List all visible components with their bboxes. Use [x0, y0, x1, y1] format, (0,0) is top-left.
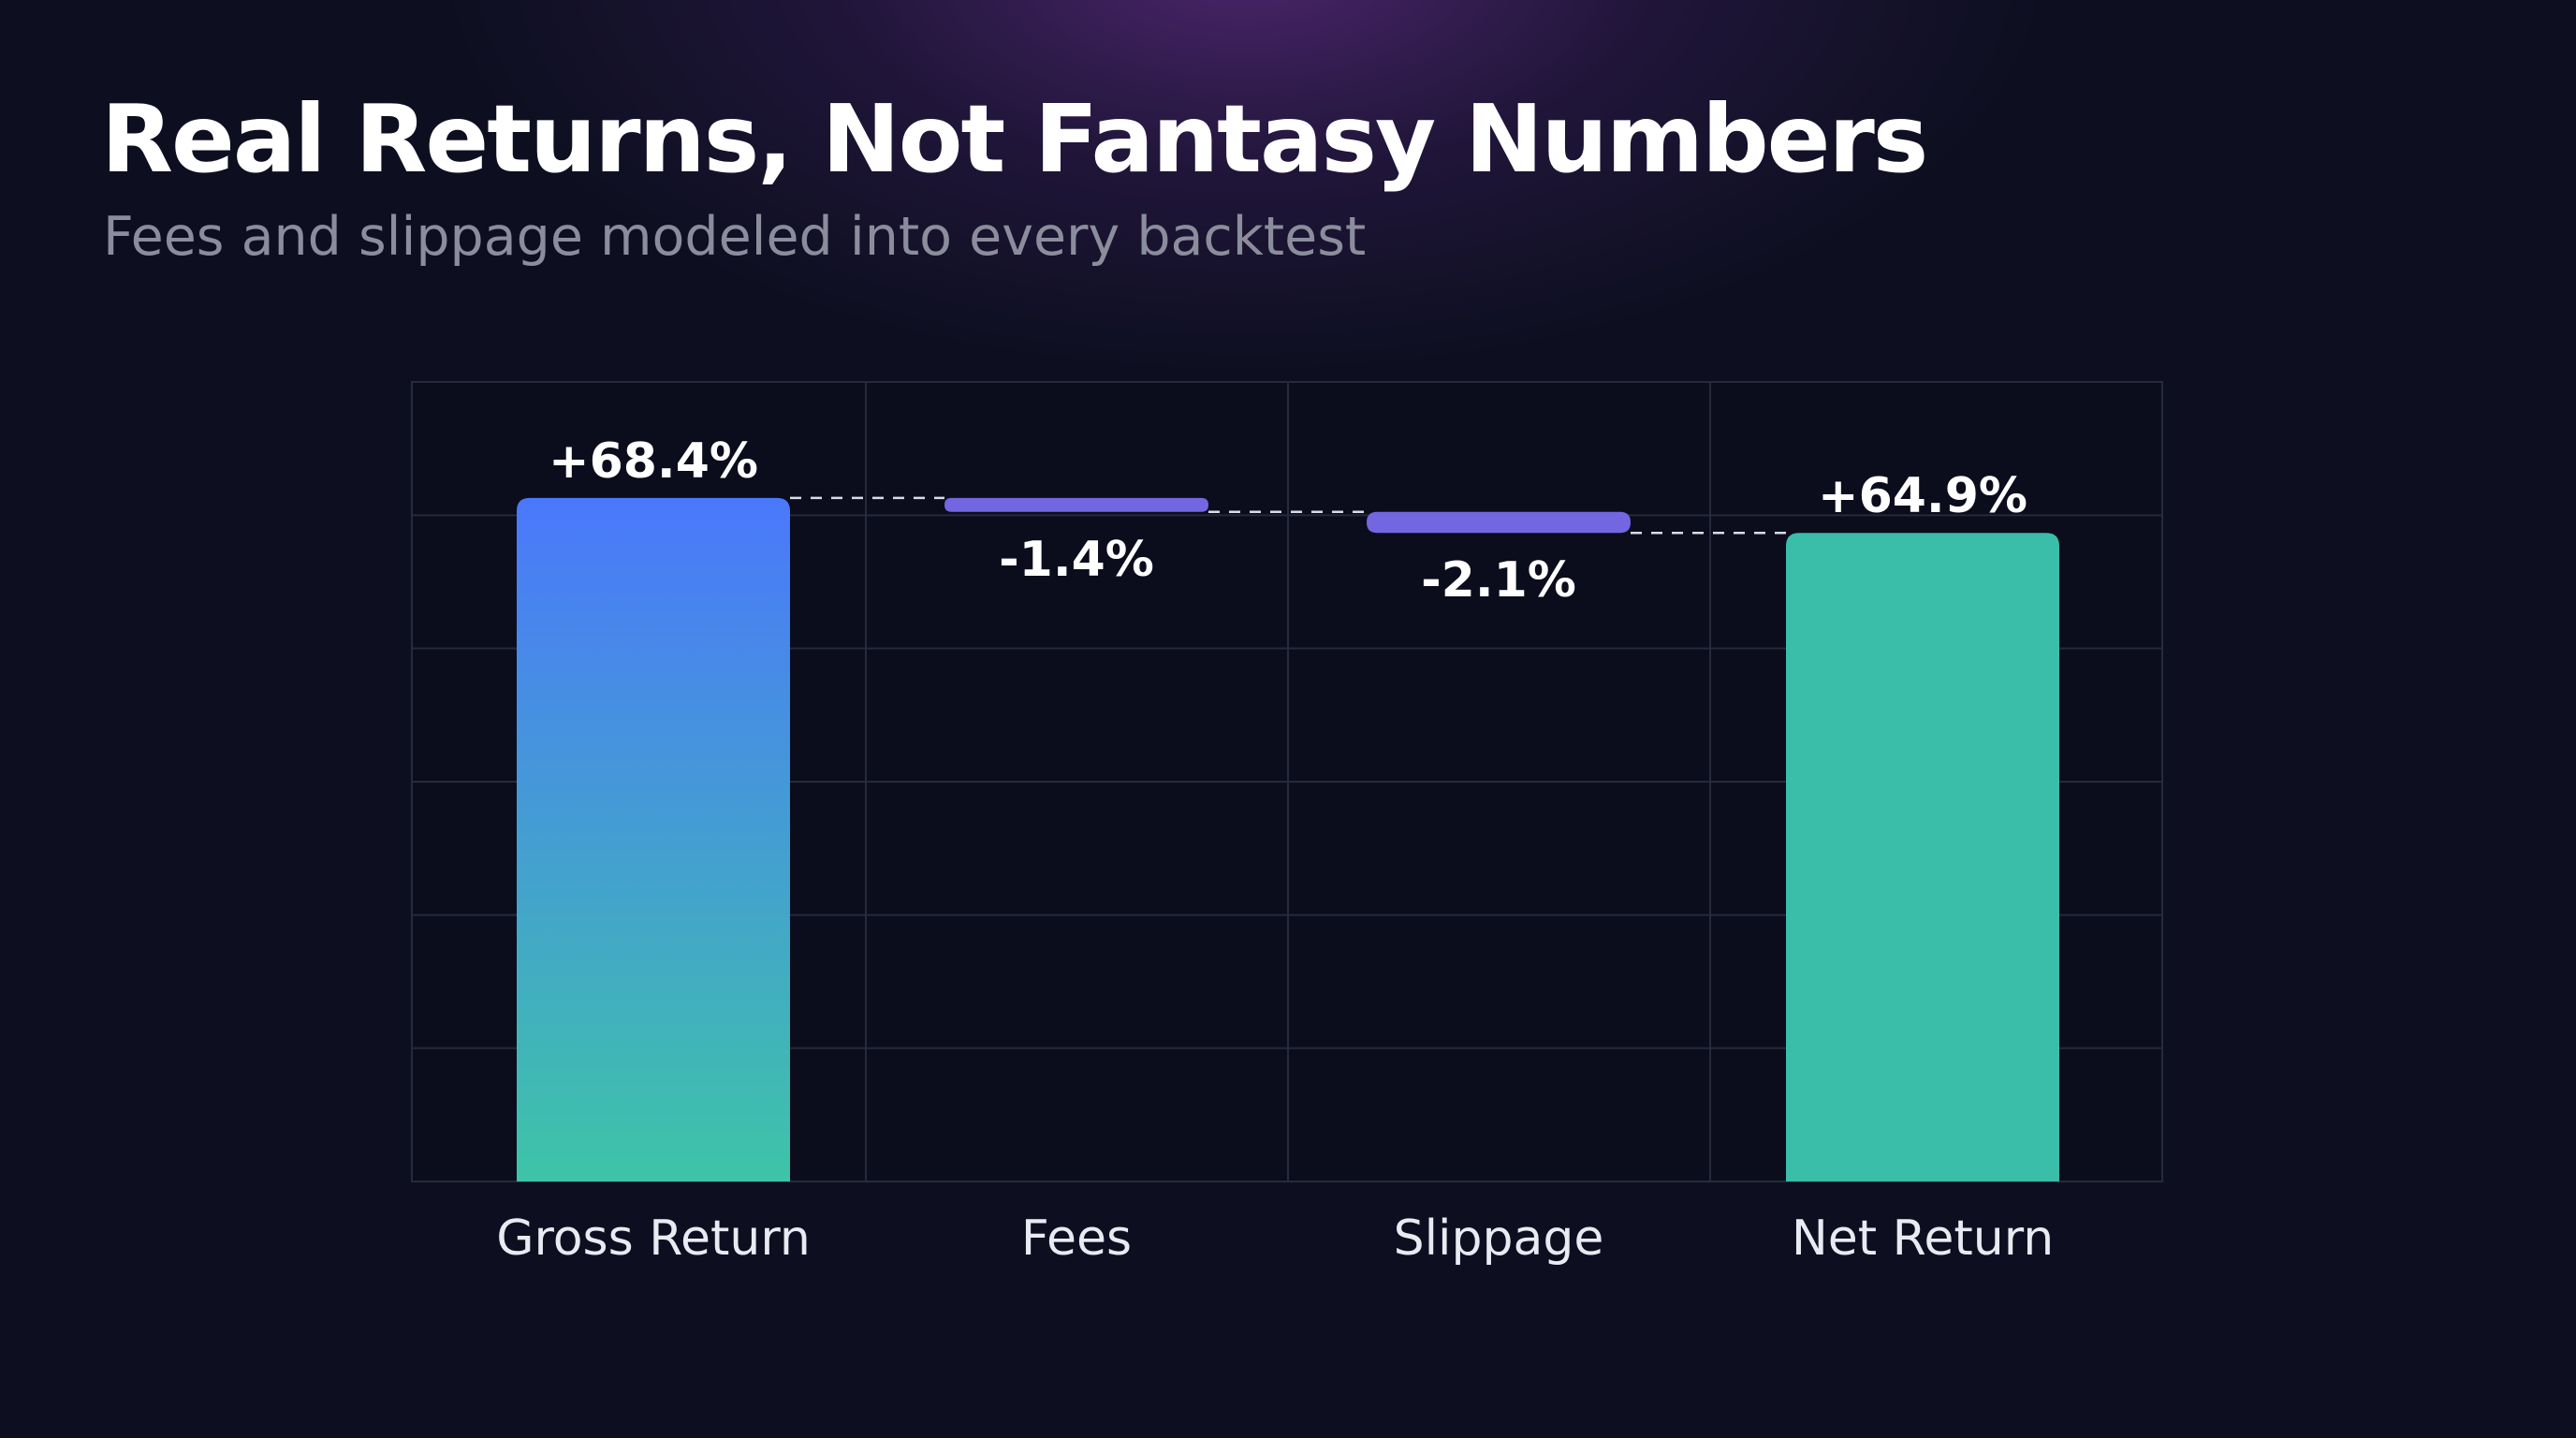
category-label-slippage: Slippage — [1394, 1211, 1604, 1267]
bar-fees — [944, 497, 1208, 512]
category-label-gross-return: Gross Return — [496, 1211, 811, 1267]
bar-net-return — [1786, 533, 2059, 1181]
category-label-fees: Fees — [1021, 1211, 1132, 1267]
bar-slippage — [1367, 511, 1631, 534]
value-labels: +68.4% -1.4% -2.1% +64.9% — [549, 433, 2027, 609]
value-label-slippage: -2.1% — [1421, 552, 1576, 609]
category-label-net-return: Net Return — [1792, 1211, 2054, 1267]
value-label-fees: -1.4% — [999, 532, 1154, 588]
page-title: Real Returns, Not Fantasy Numbers — [101, 84, 1928, 194]
value-label-net-return: +64.9% — [1818, 468, 2027, 524]
connector-lines — [790, 496, 1786, 535]
value-label-gross-return: +68.4% — [549, 433, 758, 490]
category-labels: Gross Return Fees Slippage Net Return — [496, 1211, 2054, 1267]
bar-gross-return — [517, 497, 790, 1181]
bars — [517, 497, 2059, 1181]
page-subtitle: Fees and slippage modeled into every bac… — [103, 206, 1367, 268]
